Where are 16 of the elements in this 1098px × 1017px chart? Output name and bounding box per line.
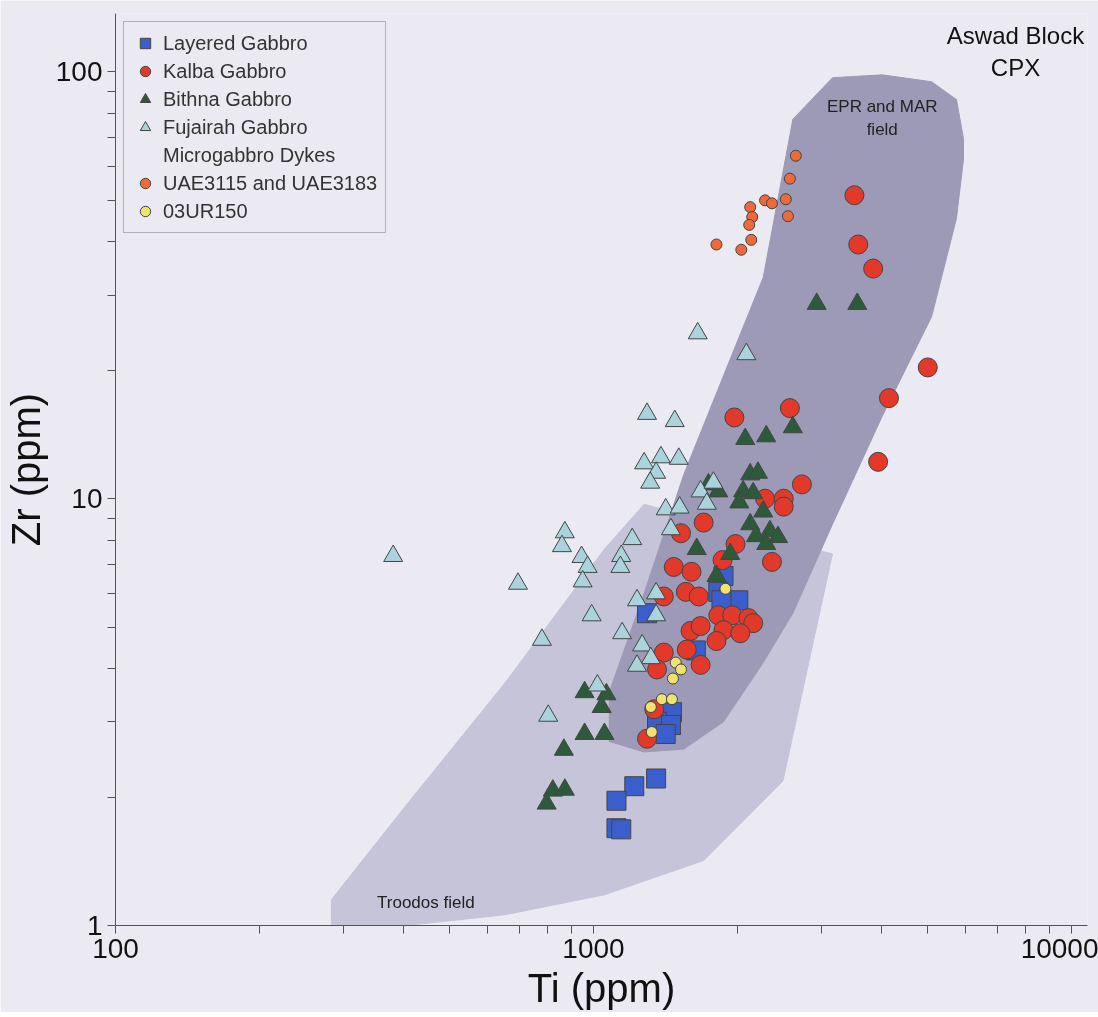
x-tick-label: 1000 [562, 932, 625, 964]
series-label: EPR and MAR field [826, 96, 938, 139]
legend-label: Kalba Gabbro [163, 58, 287, 84]
series-label: Troodos field [377, 892, 475, 912]
legend-label: Layered Gabbro [163, 30, 308, 56]
text: Aswad Block CPX [946, 21, 1086, 81]
y-tick-label: 10 [71, 483, 103, 515]
x-axis-title: Ti (ppm) [527, 965, 676, 1010]
legend-label: 03UR150 [163, 198, 248, 224]
legend-label: Bithna Gabbro [163, 86, 292, 112]
y-tick-label: 100 [55, 56, 103, 88]
legend-label: UAE3115 and UAE3183 [163, 170, 378, 196]
y-axis-title: Zr (ppm) [3, 392, 48, 547]
legend-label: Fujairah Gabbro [163, 114, 308, 140]
x-tick-label: 10000 [1020, 932, 1098, 964]
legend-title: Microgabbro Dykes [163, 142, 336, 168]
